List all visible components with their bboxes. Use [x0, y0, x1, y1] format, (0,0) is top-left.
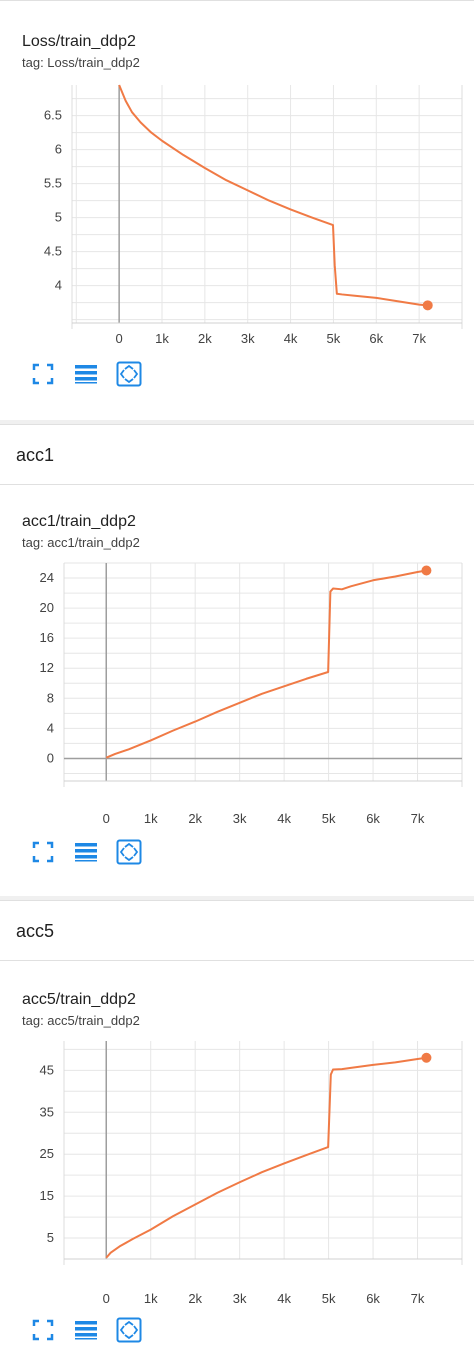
- section-header-acc1[interactable]: acc1: [0, 424, 474, 486]
- line-chart-loss[interactable]: 4 4.5 5 5.5 6 6.5 0 1k 2k 3k 4k 5k 6k 7k: [0, 75, 474, 355]
- x-tick-label: 3k: [241, 331, 255, 346]
- series-line[interactable]: [106, 571, 426, 758]
- x-tick-label: 2k: [188, 1291, 202, 1306]
- section-label: acc1: [16, 445, 54, 466]
- y-tick-label: 6: [55, 142, 62, 157]
- x-tick-label: 6k: [369, 331, 383, 346]
- x-tick-label: 5k: [327, 331, 341, 346]
- y-tick-label: 15: [40, 1188, 54, 1203]
- fit-domain-icon: [116, 839, 142, 865]
- fit-domain-icon: [116, 361, 142, 387]
- x-tick-label: 7k: [411, 1291, 425, 1306]
- card-tag: tag: Loss/train_ddp2: [22, 55, 140, 70]
- x-tick-label: 6k: [366, 811, 380, 826]
- x-tick-label: 7k: [411, 811, 425, 826]
- x-tick-label: 5k: [322, 811, 336, 826]
- y-tick-label: 45: [40, 1062, 54, 1077]
- x-tick-label: 4k: [277, 1291, 291, 1306]
- fullscreen-icon: [30, 839, 56, 865]
- x-tick-label: 6k: [366, 1291, 380, 1306]
- card-tag: tag: acc1/train_ddp2: [22, 535, 140, 550]
- y-tick-label: 5.5: [44, 176, 62, 191]
- x-tick-label: 2k: [198, 331, 212, 346]
- x-tick-label: 4k: [284, 331, 298, 346]
- y-tick-label: 4: [55, 278, 62, 293]
- series-line[interactable]: [106, 1058, 426, 1258]
- fullscreen-button[interactable]: [30, 361, 56, 387]
- section-label: acc5: [16, 921, 54, 942]
- y-tick-label: 20: [40, 600, 54, 615]
- card-title: Loss/train_ddp2: [22, 33, 136, 51]
- data-table-button[interactable]: [73, 1317, 99, 1343]
- x-tick-label: 4k: [277, 811, 291, 826]
- chart-card-acc1: acc1/train_ddp2 tag: acc1/train_ddp2 0 4 8…: [0, 484, 474, 897]
- series-line[interactable]: [119, 85, 428, 305]
- grid: [72, 85, 462, 329]
- x-tick-label: 1k: [144, 811, 158, 826]
- x-tick-label: 3k: [233, 811, 247, 826]
- x-tick-label: 5k: [322, 1291, 336, 1306]
- grid: [64, 1041, 462, 1265]
- y-tick-label: 5: [55, 210, 62, 225]
- y-tick-label: 25: [40, 1146, 54, 1161]
- x-tick-label: 1k: [155, 331, 169, 346]
- x-tick-label: 0: [103, 811, 110, 826]
- x-tick-label: 1k: [144, 1291, 158, 1306]
- data-table-icon: [73, 361, 99, 387]
- series-last-point[interactable]: [423, 300, 433, 310]
- y-tick-label: 35: [40, 1104, 54, 1119]
- x-tick-label: 2k: [188, 811, 202, 826]
- line-chart-acc1[interactable]: 0 4 8 12 16 20 24 0 1k 2k 3k 4k 5k 6k 7k: [0, 555, 474, 837]
- series-last-point[interactable]: [421, 566, 431, 576]
- y-tick-label: 0: [47, 750, 54, 765]
- fullscreen-icon: [30, 1317, 56, 1343]
- data-table-icon: [73, 839, 99, 865]
- data-table-button[interactable]: [73, 361, 99, 387]
- fit-domain-button[interactable]: [116, 361, 142, 387]
- card-title: acc1/train_ddp2: [22, 513, 136, 531]
- y-tick-label: 4.5: [44, 244, 62, 259]
- x-tick-label: 0: [103, 1291, 110, 1306]
- chart-card-acc5: acc5/train_ddp2 tag: acc5/train_ddp2 5 15…: [0, 960, 474, 1371]
- section-header-acc5[interactable]: acc5: [0, 900, 474, 962]
- x-tick-label: 0: [116, 331, 123, 346]
- chart-card-loss: Loss/train_ddp2 tag: Loss/train_ddp2 4 4.…: [0, 0, 474, 421]
- card-tag: tag: acc5/train_ddp2: [22, 1013, 140, 1028]
- fullscreen-button[interactable]: [30, 1317, 56, 1343]
- y-tick-label: 5: [47, 1230, 54, 1245]
- series-last-point[interactable]: [421, 1053, 431, 1063]
- card-title: acc5/train_ddp2: [22, 991, 136, 1009]
- fit-domain-icon: [116, 1317, 142, 1343]
- x-tick-label: 3k: [233, 1291, 247, 1306]
- y-tick-label: 8: [47, 690, 54, 705]
- x-tick-label: 7k: [412, 331, 426, 346]
- fullscreen-button[interactable]: [30, 839, 56, 865]
- grid: [64, 563, 462, 787]
- data-table-icon: [73, 1317, 99, 1343]
- y-tick-label: 16: [40, 630, 54, 645]
- y-tick-label: 6.5: [44, 108, 62, 123]
- y-tick-label: 12: [40, 660, 54, 675]
- fit-domain-button[interactable]: [116, 1317, 142, 1343]
- y-tick-label: 4: [47, 720, 54, 735]
- y-tick-label: 24: [40, 570, 54, 585]
- fit-domain-button[interactable]: [116, 839, 142, 865]
- line-chart-acc5[interactable]: 5 15 25 35 45 0 1k 2k 3k 4k 5k 6k 7k: [0, 1033, 474, 1315]
- fullscreen-icon: [30, 361, 56, 387]
- data-table-button[interactable]: [73, 839, 99, 865]
